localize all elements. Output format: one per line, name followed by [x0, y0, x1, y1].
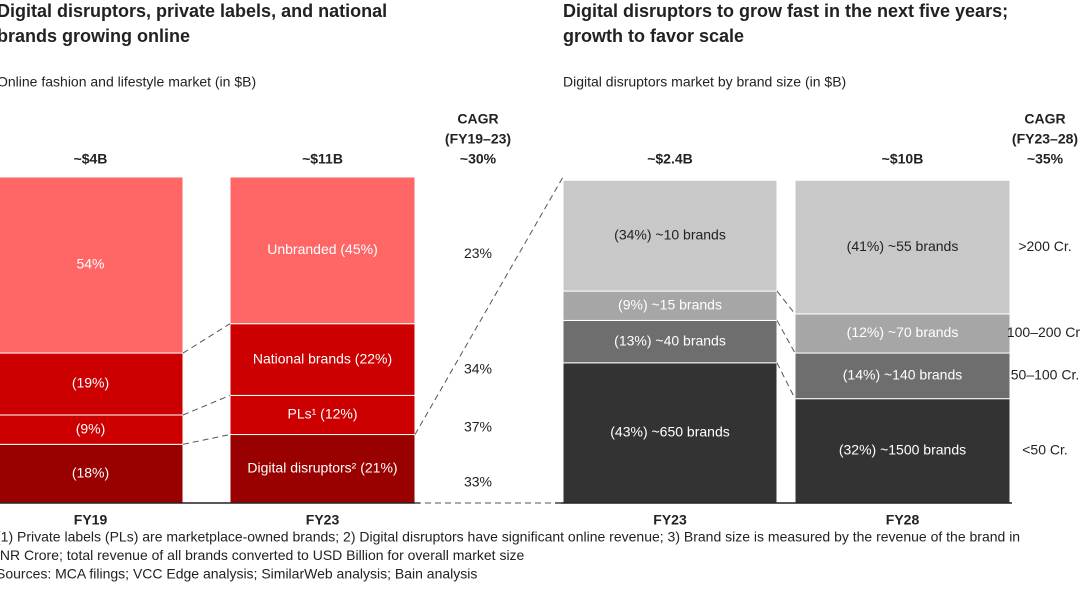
cagr-header: ~35% [1027, 151, 1064, 167]
value-label: (32%) ~1500 brands [839, 442, 966, 458]
total-label: ~$4B [74, 151, 108, 167]
cagr-header: CAGR [1024, 111, 1065, 127]
value-label: (19%) [72, 375, 109, 391]
cagr-value: 33% [464, 473, 492, 489]
bar-segment [229, 176, 416, 325]
value-label: (43%) ~650 brands [610, 424, 729, 440]
value-label: (13%) ~40 brands [614, 332, 726, 348]
chart-subtitle: Online fashion and lifestyle market (in … [0, 74, 256, 90]
row-label: >200 Cr. [1018, 238, 1071, 254]
chart-title: Digital disruptors, private labels, and … [0, 1, 387, 21]
footnote: (1) Private labels (PLs) are marketplace… [0, 529, 1020, 545]
bar-segment [0, 176, 184, 354]
cagr-value: 37% [464, 419, 492, 435]
bar-segment [562, 319, 778, 364]
cagr-header: ~30% [460, 151, 497, 167]
chart-title: brands growing online [0, 26, 190, 46]
cagr-header: CAGR [457, 111, 498, 127]
value-label: National brands (22%) [253, 350, 392, 366]
bar-segment [229, 323, 416, 396]
chart-title: Digital disruptors to grow fast in the n… [563, 1, 1008, 21]
value-label: (9%) [76, 420, 106, 436]
total-label: ~$2.4B [647, 151, 693, 167]
row-label: 50–100 Cr. [1011, 367, 1080, 383]
bar-segment [0, 352, 184, 416]
value-label: PLs¹ (12%) [287, 406, 357, 422]
cagr-value: 23% [464, 245, 492, 261]
value-label: (9%) ~15 brands [618, 296, 722, 312]
cagr-header: (FY23–28) [1012, 131, 1078, 147]
chart-title: growth to favor scale [563, 26, 744, 46]
footnote: INR Crore; total revenue of all brands c… [0, 547, 525, 563]
x-tick-label: FY23 [306, 512, 340, 528]
row-label: <50 Cr. [1022, 442, 1068, 458]
connector [776, 320, 796, 354]
connector [776, 290, 796, 315]
value-label: (41%) ~55 brands [847, 238, 959, 254]
cagr-header: (FY19–23) [445, 131, 511, 147]
value-label: Unbranded (45%) [267, 241, 378, 257]
cagr-value: 34% [464, 360, 492, 376]
zoom-line [414, 176, 564, 435]
bar-segment [562, 362, 778, 504]
value-label: (18%) [72, 464, 109, 480]
bar-segment [562, 179, 778, 292]
x-tick-label: FY19 [74, 512, 108, 528]
bar-segment [229, 394, 416, 436]
bar-segment [229, 434, 416, 504]
bar-segment [794, 179, 1011, 315]
connector [182, 323, 231, 354]
value-label: (14%) ~140 brands [843, 367, 962, 383]
value-label: (12%) ~70 brands [847, 324, 959, 340]
connector [182, 394, 231, 416]
bar-segment [794, 398, 1011, 504]
total-label: ~$10B [882, 151, 924, 167]
row-label: 100–200 Cr. [1007, 324, 1080, 340]
x-tick-label: FY23 [653, 512, 687, 528]
value-label: 54% [76, 256, 104, 272]
chart-subtitle: Digital disruptors market by brand size … [563, 74, 846, 90]
connector [182, 434, 231, 445]
bar-segment [0, 414, 184, 445]
x-tick-label: FY28 [886, 512, 920, 528]
connector [776, 362, 796, 399]
value-label: (34%) ~10 brands [614, 226, 726, 242]
footnote: Sources: MCA filings; VCC Edge analysis;… [0, 566, 477, 582]
bar-segment [0, 443, 184, 504]
value-label: Digital disruptors² (21%) [247, 459, 397, 475]
bar-segment [794, 352, 1011, 400]
total-label: ~$11B [302, 151, 343, 167]
